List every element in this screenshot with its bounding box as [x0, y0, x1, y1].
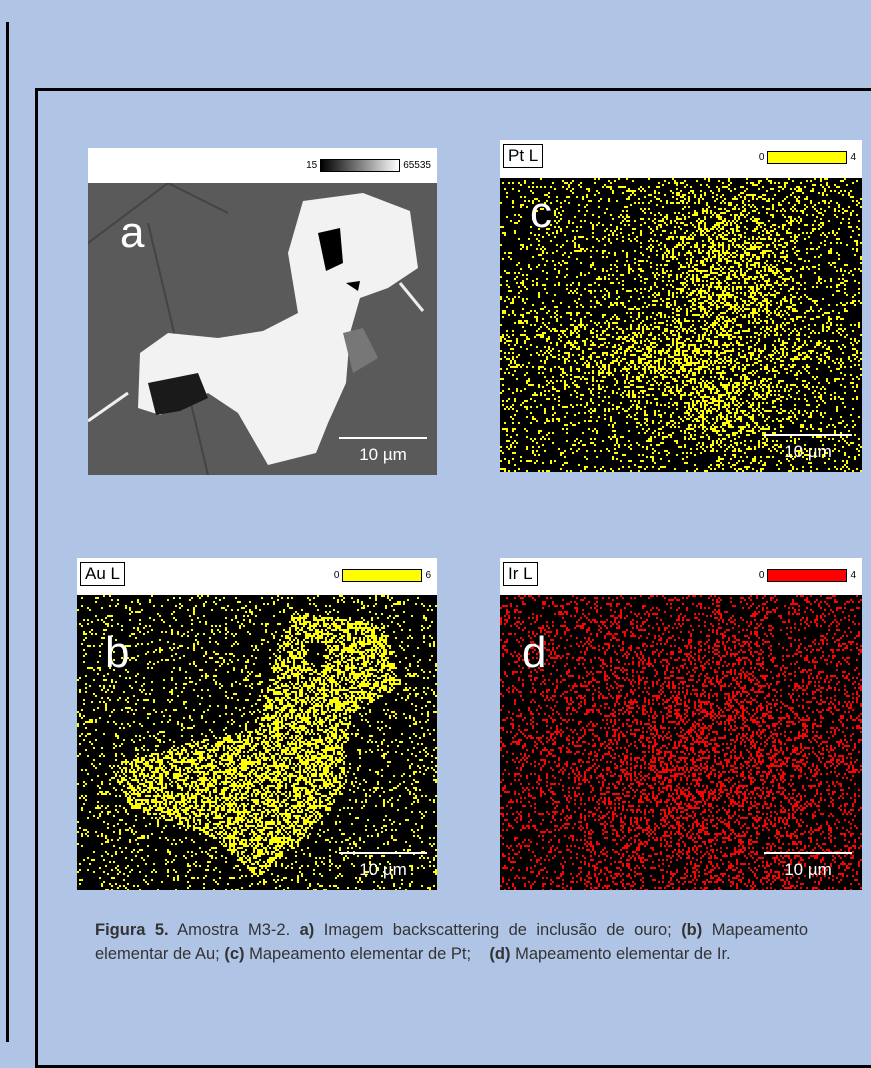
scale-max: 65535	[403, 160, 431, 171]
color-scale: 0 6	[334, 568, 431, 582]
scale-bar-color	[767, 569, 847, 582]
panel-letter: c	[530, 188, 552, 238]
scale-min: 0	[759, 152, 765, 163]
scale-bar: 10 µm	[764, 434, 852, 462]
caption-text: Mapeamento elementar de Ir.	[510, 945, 730, 963]
scale-bar-color	[767, 151, 847, 164]
scale-max: 4	[850, 570, 856, 581]
element-map	[77, 595, 437, 890]
caption-text: (b)	[681, 921, 702, 939]
panel-letter: a	[120, 208, 144, 258]
caption-text: (c)	[224, 945, 244, 963]
scale-min: 0	[759, 570, 765, 581]
scale-max: 4	[850, 152, 856, 163]
element-dots	[500, 178, 862, 472]
element-label: Au L	[80, 562, 125, 586]
panel-letter: d	[522, 628, 546, 678]
element-label: Ir L	[503, 562, 538, 586]
caption-text: Imagem backscattering de inclusão de our…	[314, 921, 681, 939]
element-map	[500, 178, 862, 472]
panel-header: Pt L 0 4	[500, 140, 862, 178]
color-scale: 15 65535	[306, 158, 431, 172]
scale-bar: 10 µm	[339, 852, 427, 880]
element-dots	[77, 595, 437, 890]
caption-text: Amostra M3-2.	[169, 921, 300, 939]
element-label: Pt L	[503, 144, 543, 168]
caption-text: Mapeamento elementar de Pt;	[245, 945, 490, 963]
element-map	[500, 595, 862, 890]
scale-bar: 10 µm	[339, 437, 427, 465]
panel-b: Au L 0 6 b 10 µm	[77, 558, 437, 890]
caption-text: (d)	[489, 945, 510, 963]
scale-bar: 10 µm	[764, 852, 852, 880]
color-scale: 0 4	[759, 568, 856, 582]
scale-min: 0	[334, 570, 340, 581]
scale-min: 15	[306, 160, 317, 171]
figure-caption: Figura 5. Amostra M3-2. a) Imagem backsc…	[95, 918, 808, 966]
scale-bar-gradient	[320, 159, 400, 172]
panel-header: Au L 0 6	[77, 558, 437, 595]
element-dots	[500, 595, 862, 890]
scale-bar-color	[342, 569, 422, 582]
panel-header: Ir L 0 4	[500, 558, 862, 595]
panel-c: Pt L 0 4 c 10 µm	[500, 140, 862, 472]
color-scale: 0 4	[759, 150, 856, 164]
page: 15 65535 a 10 µm Pt L 0 4 c 10 µm Au L 0…	[0, 0, 871, 1042]
scale-max: 6	[425, 570, 431, 581]
caption-text: a)	[300, 921, 315, 939]
panel-a: 15 65535 a 10 µm	[88, 148, 437, 475]
panel-letter: b	[105, 628, 129, 678]
caption-text: Figura 5.	[95, 921, 169, 939]
panel-header: 15 65535	[88, 148, 437, 183]
panel-d: Ir L 0 4 d 10 µm	[500, 558, 862, 890]
side-line	[6, 22, 9, 1042]
